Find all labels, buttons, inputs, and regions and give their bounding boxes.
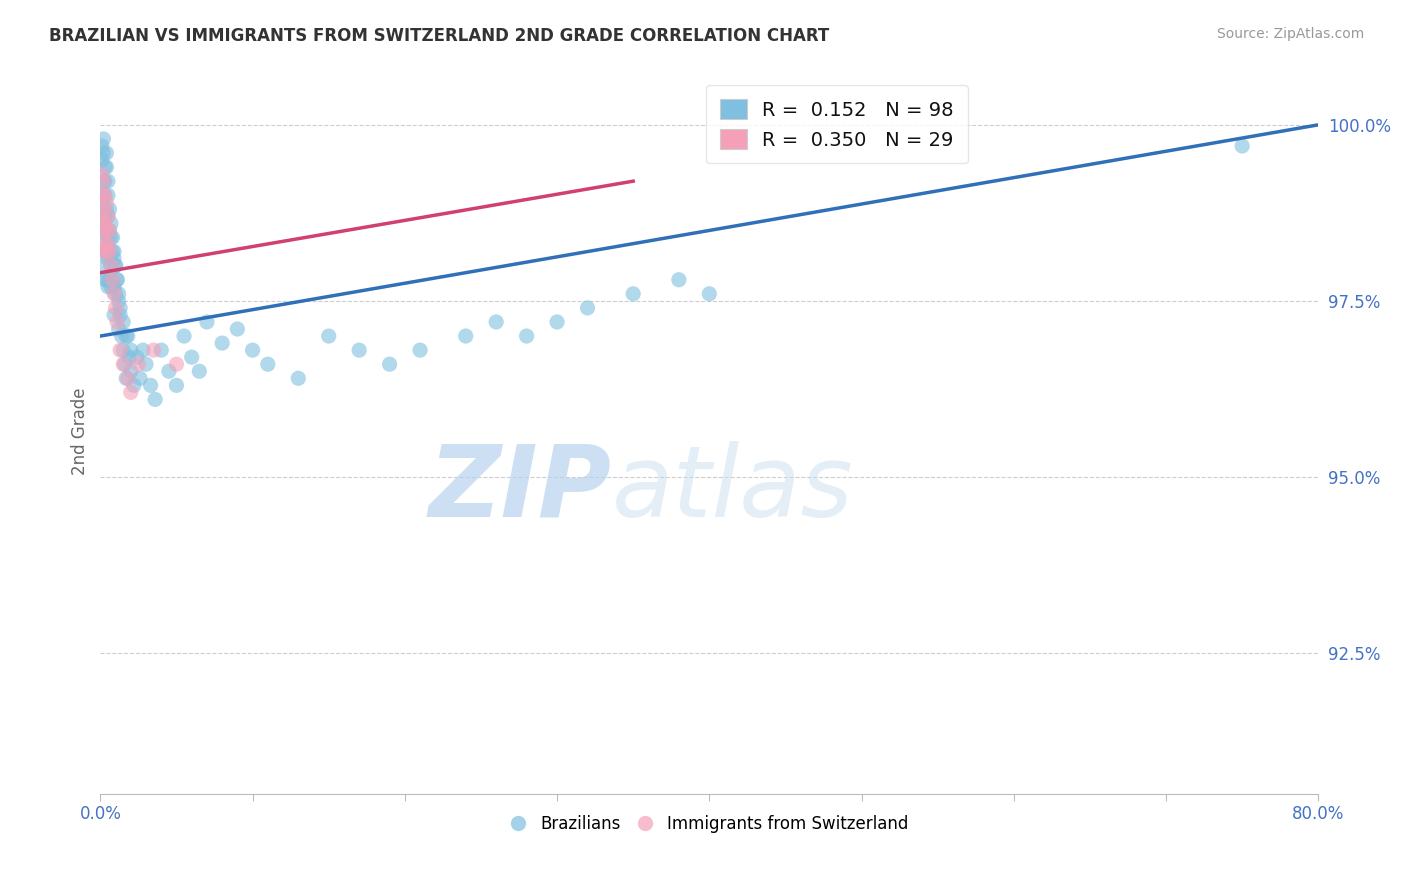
Point <box>97 174 120 188</box>
Point <box>454 329 477 343</box>
Point <box>188 364 211 378</box>
Point <box>195 315 218 329</box>
Point <box>94 237 117 252</box>
Point <box>112 357 135 371</box>
Point <box>114 357 136 371</box>
Point <box>697 286 720 301</box>
Point <box>90 188 112 202</box>
Point <box>120 385 142 400</box>
Point <box>104 259 127 273</box>
Point <box>94 273 117 287</box>
Point <box>94 216 117 230</box>
Text: BRAZILIAN VS IMMIGRANTS FROM SWITZERLAND 2ND GRADE CORRELATION CHART: BRAZILIAN VS IMMIGRANTS FROM SWITZERLAND… <box>49 27 830 45</box>
Point <box>378 357 401 371</box>
Point <box>90 167 112 181</box>
Point <box>107 286 129 301</box>
Point <box>115 329 138 343</box>
Point <box>117 329 139 343</box>
Point <box>150 343 173 358</box>
Point <box>103 244 125 259</box>
Point <box>94 223 117 237</box>
Text: ZIP: ZIP <box>429 441 612 538</box>
Point <box>90 153 112 167</box>
Point <box>256 357 278 371</box>
Legend: R =  0.152   N = 98, R =  0.350   N = 29: R = 0.152 N = 98, R = 0.350 N = 29 <box>706 86 967 163</box>
Point <box>96 273 118 287</box>
Point <box>93 223 115 237</box>
Point <box>94 174 117 188</box>
Point <box>287 371 309 385</box>
Point <box>93 174 115 188</box>
Point <box>93 202 115 217</box>
Point <box>409 343 432 358</box>
Point <box>318 329 340 343</box>
Point <box>100 279 122 293</box>
Point <box>96 195 118 210</box>
Point <box>107 293 129 308</box>
Point <box>90 139 112 153</box>
Point <box>104 286 127 301</box>
Point <box>166 378 188 392</box>
Point <box>127 357 149 371</box>
Point <box>96 244 118 259</box>
Point <box>105 273 128 287</box>
Point <box>117 371 139 385</box>
Point <box>94 244 117 259</box>
Point <box>98 223 121 237</box>
Point <box>96 223 118 237</box>
Point <box>98 244 121 259</box>
Point <box>98 202 121 217</box>
Point <box>94 210 117 224</box>
Point <box>96 146 118 161</box>
Point <box>93 216 115 230</box>
Point <box>142 343 165 358</box>
Point <box>97 210 120 224</box>
Point <box>1230 139 1253 153</box>
Point <box>103 286 125 301</box>
Point <box>112 315 135 329</box>
Point <box>132 343 155 358</box>
Point <box>166 357 188 371</box>
Point <box>122 378 145 392</box>
Text: Source: ZipAtlas.com: Source: ZipAtlas.com <box>1216 27 1364 41</box>
Point <box>96 223 118 237</box>
Point <box>93 237 115 252</box>
Point <box>180 350 202 364</box>
Point <box>104 301 127 315</box>
Point <box>576 301 599 315</box>
Point <box>101 273 124 287</box>
Point <box>98 273 121 287</box>
Point <box>96 202 118 217</box>
Text: atlas: atlas <box>612 441 853 538</box>
Point <box>139 378 162 392</box>
Point <box>101 244 124 259</box>
Point <box>93 146 115 161</box>
Point <box>93 259 115 273</box>
Point <box>97 188 120 202</box>
Point <box>101 230 124 244</box>
Point <box>112 343 135 358</box>
Point <box>103 308 125 322</box>
Point <box>101 273 124 287</box>
Point <box>98 244 121 259</box>
Point <box>107 322 129 336</box>
Point <box>103 279 125 293</box>
Point <box>347 343 370 358</box>
Point <box>135 357 157 371</box>
Point <box>94 160 117 174</box>
Point <box>90 210 112 224</box>
Point <box>143 392 166 407</box>
Point <box>546 315 568 329</box>
Point <box>104 259 127 273</box>
Point <box>118 350 141 364</box>
Point <box>100 216 122 230</box>
Point <box>93 174 115 188</box>
Point <box>125 350 148 364</box>
Y-axis label: 2nd Grade: 2nd Grade <box>72 387 89 475</box>
Point <box>242 343 264 358</box>
Point <box>103 252 125 266</box>
Point <box>90 202 112 217</box>
Point <box>93 132 115 146</box>
Point <box>94 188 117 202</box>
